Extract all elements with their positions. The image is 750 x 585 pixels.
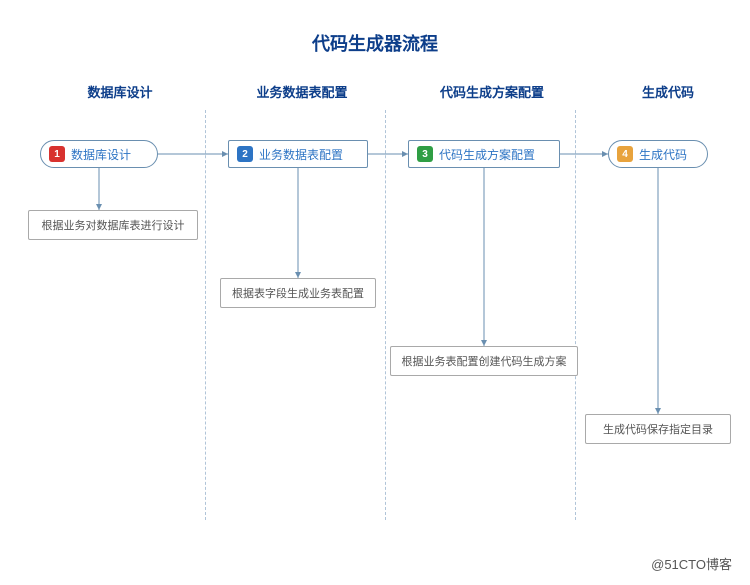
step-box: 1 数据库设计 (40, 140, 158, 168)
step-label: 代码生成方案配置 (439, 146, 535, 163)
description-box: 根据业务表配置创建代码生成方案 (390, 346, 578, 376)
column-divider (575, 110, 576, 520)
step-badge: 1 (49, 146, 65, 162)
description-box: 根据业务对数据库表进行设计 (28, 210, 198, 240)
column-header: 业务数据表配置 (232, 82, 372, 101)
watermark: @51CTO博客 (651, 554, 732, 573)
column-header: 生成代码 (618, 82, 718, 101)
description-text: 生成代码保存指定目录 (603, 421, 713, 437)
column-header: 数据库设计 (60, 82, 180, 101)
step-box: 2 业务数据表配置 (228, 140, 368, 168)
description-text: 根据业务表配置创建代码生成方案 (402, 353, 567, 369)
step-box: 4 生成代码 (608, 140, 708, 168)
column-header: 代码生成方案配置 (412, 82, 572, 101)
step-badge: 2 (237, 146, 253, 162)
description-text: 根据表字段生成业务表配置 (232, 285, 364, 301)
step-label: 生成代码 (639, 146, 687, 163)
column-header-text: 数据库设计 (87, 85, 152, 100)
step-label: 业务数据表配置 (259, 146, 343, 163)
column-header-text: 代码生成方案配置 (440, 85, 544, 100)
description-text: 根据业务对数据库表进行设计 (42, 217, 185, 233)
step-label: 数据库设计 (71, 146, 131, 163)
column-divider (205, 110, 206, 520)
column-divider (385, 110, 386, 520)
title-text: 代码生成器流程 (312, 34, 438, 54)
page-title: 代码生成器流程 (0, 30, 750, 56)
description-box: 生成代码保存指定目录 (585, 414, 731, 444)
column-header-text: 生成代码 (642, 85, 694, 100)
column-header-text: 业务数据表配置 (256, 85, 347, 100)
description-box: 根据表字段生成业务表配置 (220, 278, 376, 308)
watermark-text: @51CTO博客 (651, 557, 732, 572)
step-badge: 3 (417, 146, 433, 162)
step-box: 3 代码生成方案配置 (408, 140, 560, 168)
step-badge: 4 (617, 146, 633, 162)
